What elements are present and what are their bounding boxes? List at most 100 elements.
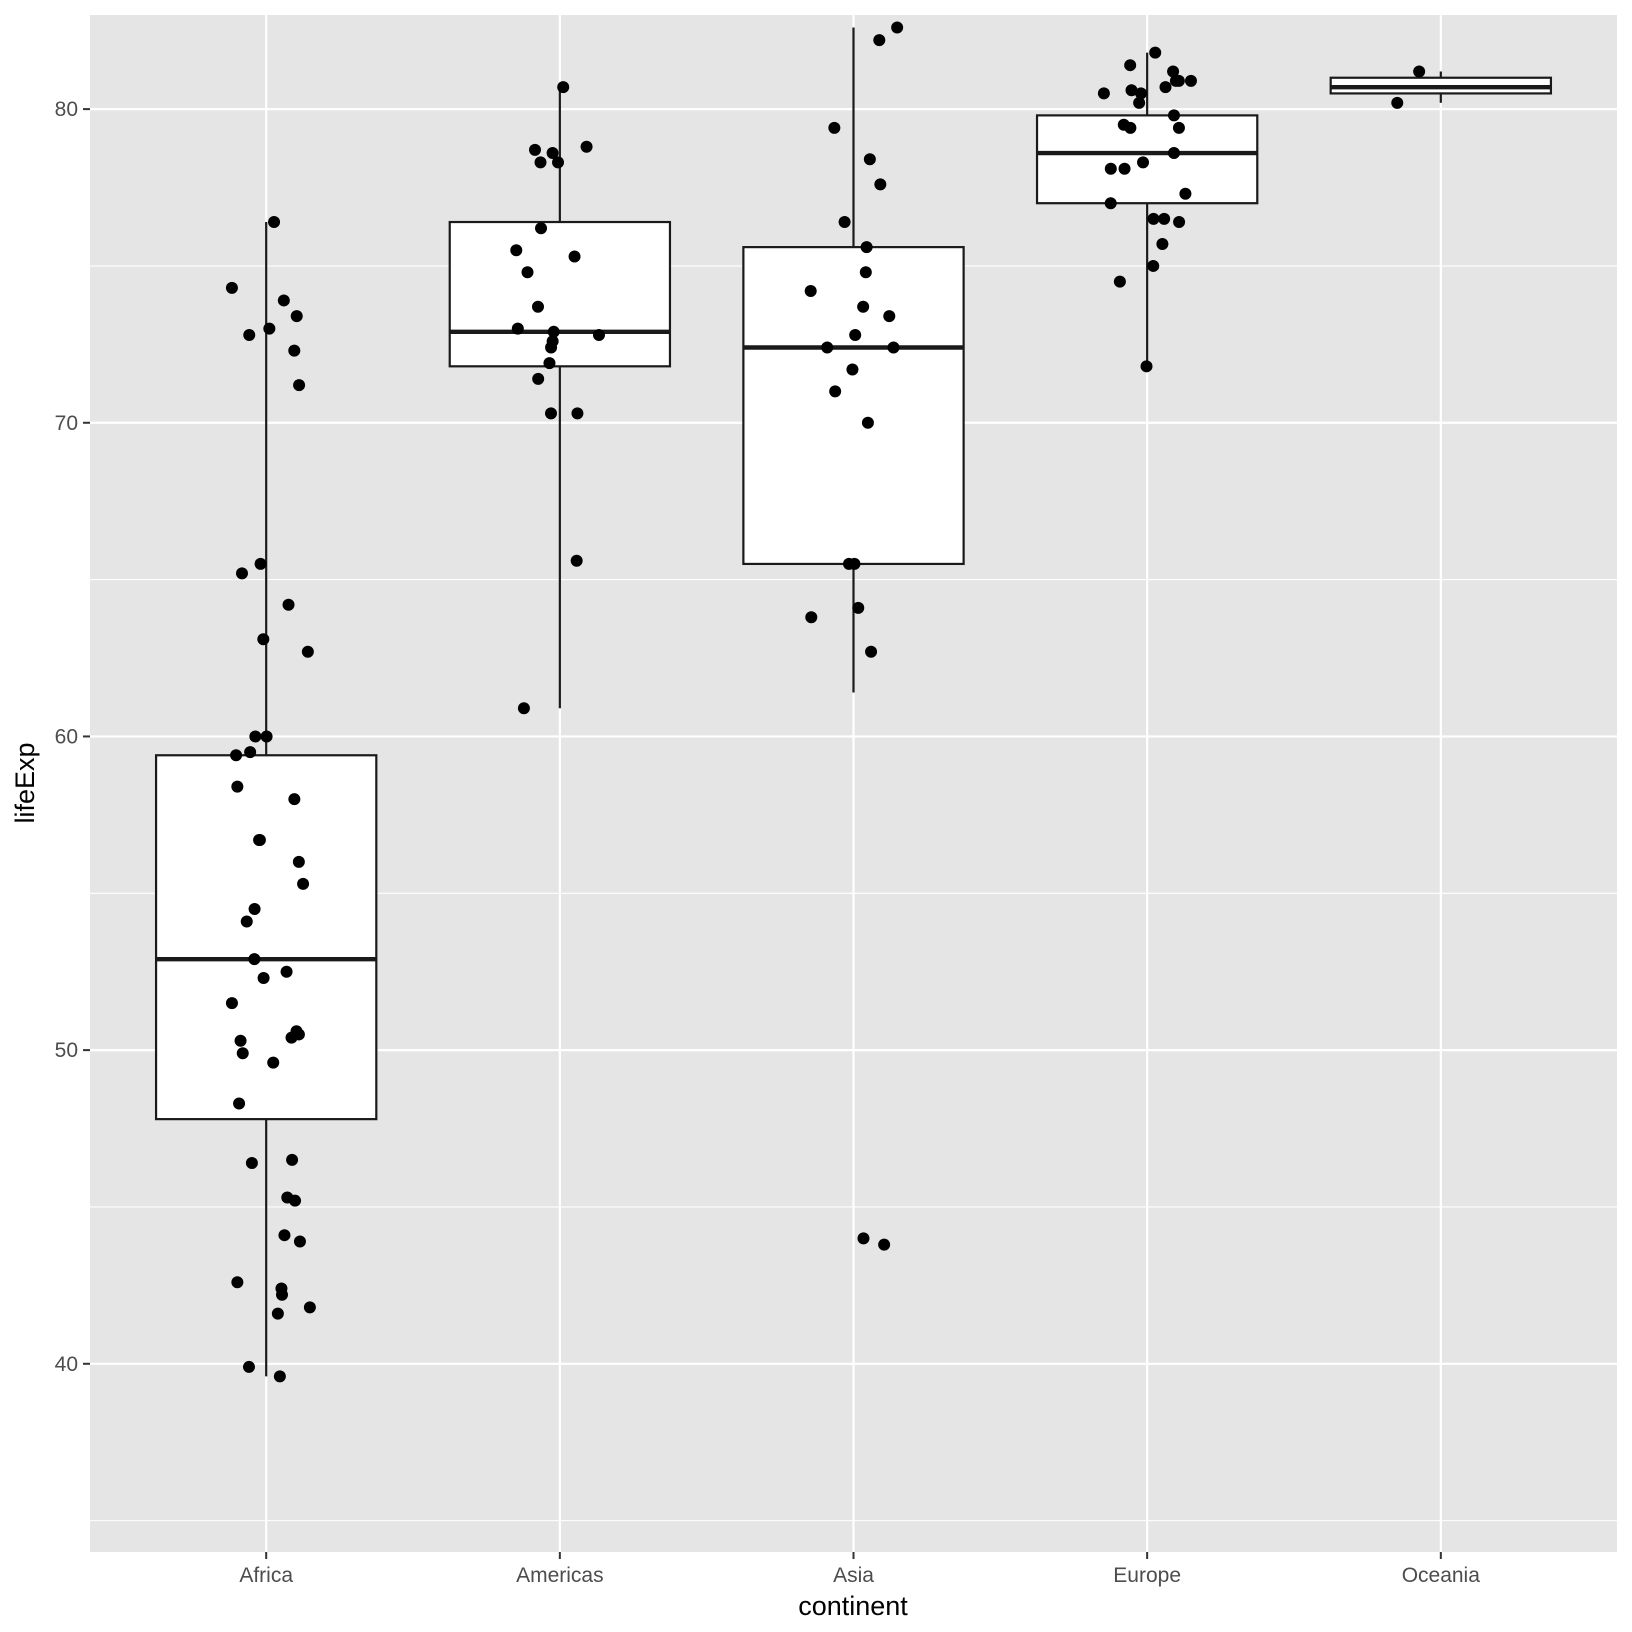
data-point <box>1117 118 1130 131</box>
data-point <box>821 341 834 354</box>
data-point <box>1413 65 1426 78</box>
box-americas <box>448 87 672 709</box>
data-point <box>263 322 276 335</box>
data-point <box>235 567 248 580</box>
data-point <box>1140 360 1153 373</box>
data-point <box>852 601 865 614</box>
data-point <box>254 557 267 570</box>
data-point <box>1167 65 1180 78</box>
data-point <box>282 598 295 611</box>
data-point <box>240 915 253 928</box>
data-point <box>1104 197 1117 210</box>
data-point <box>857 300 870 313</box>
data-point <box>887 341 900 354</box>
data-point <box>1167 147 1180 160</box>
data-point <box>1172 74 1185 87</box>
data-point <box>860 241 873 254</box>
data-point <box>225 997 238 1010</box>
data-point <box>230 749 243 762</box>
data-point <box>571 407 584 420</box>
data-point <box>288 344 301 357</box>
data-point <box>547 325 560 338</box>
y-axis-title: lifeExp <box>10 742 40 823</box>
data-point <box>297 877 310 890</box>
data-point <box>804 285 817 298</box>
data-point <box>510 244 523 257</box>
data-point <box>242 1360 255 1373</box>
data-point <box>234 1034 247 1047</box>
data-point <box>859 266 872 279</box>
data-point <box>1125 84 1138 97</box>
x-tick-label: Africa <box>239 1564 293 1587</box>
data-point <box>529 143 542 156</box>
y-tick-label: 70 <box>55 412 78 435</box>
data-point <box>828 121 841 134</box>
data-point <box>231 780 244 793</box>
data-point <box>1137 156 1150 169</box>
data-point <box>511 322 524 335</box>
data-point <box>253 833 266 846</box>
box-oceania <box>1329 71 1553 103</box>
data-point <box>275 1282 288 1295</box>
x-tick-label: Oceania <box>1402 1564 1481 1587</box>
x-tick-label: Asia <box>833 1564 874 1587</box>
data-point <box>267 1056 280 1069</box>
data-point <box>293 1235 306 1248</box>
data-point <box>1133 96 1146 109</box>
data-point <box>292 855 305 868</box>
data-point <box>243 328 256 341</box>
data-point <box>303 1301 316 1314</box>
data-point <box>865 645 878 658</box>
data-point <box>1113 275 1126 288</box>
data-point <box>883 310 896 323</box>
data-point <box>1124 59 1137 72</box>
x-tick-label: Europe <box>1113 1564 1181 1587</box>
data-point <box>848 557 861 570</box>
data-point <box>236 1047 249 1060</box>
data-point <box>1118 162 1131 175</box>
data-point <box>277 294 290 307</box>
iqr-box <box>448 220 672 368</box>
data-point <box>592 328 605 341</box>
data-point <box>546 147 559 160</box>
data-point <box>248 902 261 915</box>
data-point <box>534 156 547 169</box>
data-point <box>545 407 558 420</box>
box-africa <box>154 222 378 1377</box>
data-point <box>546 335 559 348</box>
data-point <box>580 140 593 153</box>
data-point <box>878 1238 891 1251</box>
data-point <box>891 21 904 34</box>
data-point <box>857 1232 870 1245</box>
data-point <box>301 645 314 658</box>
data-point <box>1097 87 1110 100</box>
data-point <box>805 611 818 624</box>
y-tick-label: 60 <box>55 725 78 748</box>
data-point <box>846 363 859 376</box>
data-point <box>290 1025 303 1038</box>
data-point <box>233 1097 246 1110</box>
data-point <box>231 1276 244 1289</box>
data-point <box>1104 162 1117 175</box>
data-point <box>552 156 565 169</box>
x-tick-label: Americas <box>516 1564 604 1587</box>
data-point <box>532 372 545 385</box>
data-point <box>1167 109 1180 122</box>
data-point <box>225 281 238 294</box>
data-point <box>1135 87 1148 100</box>
data-point <box>521 266 534 279</box>
y-tick-label: 40 <box>55 1353 78 1376</box>
data-point <box>838 216 851 229</box>
data-point <box>288 793 301 806</box>
data-point <box>557 81 570 94</box>
data-point <box>863 153 876 166</box>
jitter-points <box>225 21 1426 1383</box>
data-point <box>1173 216 1186 229</box>
data-point <box>249 730 262 743</box>
data-point <box>280 965 293 978</box>
data-point <box>1149 46 1162 59</box>
data-point <box>1147 259 1160 272</box>
data-point <box>290 310 303 323</box>
